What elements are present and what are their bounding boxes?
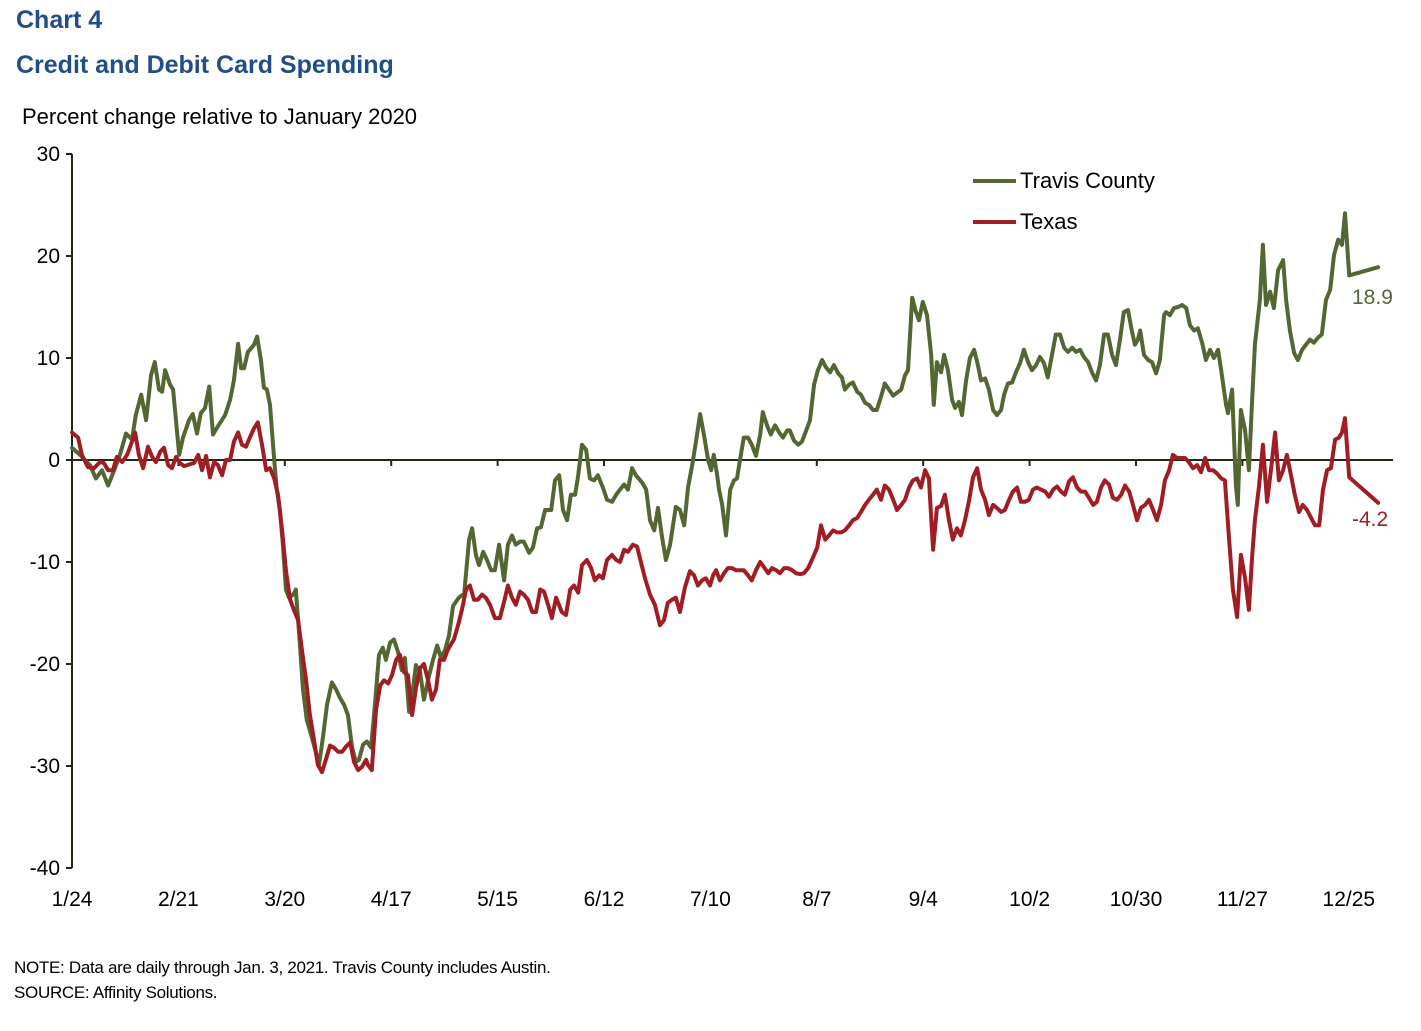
series-line-texas — [70, 416, 1381, 775]
x-tick-label: 9/4 — [909, 888, 939, 911]
y-tick-label: 30 — [37, 143, 60, 166]
y-tick-label: -10 — [30, 551, 60, 574]
legend-label-travis-county: Travis County — [1020, 168, 1155, 193]
series-line-travis-county — [70, 211, 1381, 767]
y-axis: 30 20 10 0 -10 -20 -30 -40 — [30, 143, 73, 880]
footnote: NOTE: Data are daily through Jan. 3, 202… — [14, 955, 551, 1005]
x-tick-label: 4/17 — [371, 888, 412, 911]
y-tick-label: 0 — [48, 449, 60, 472]
x-tick-label: 3/20 — [264, 888, 305, 911]
y-tick-label: 10 — [37, 347, 60, 370]
end-label-travis-county: 18.9 — [1352, 286, 1393, 309]
x-tick-label: 12/25 — [1323, 888, 1376, 911]
end-label-texas: -4.2 — [1352, 508, 1388, 531]
y-tick-label: -40 — [30, 857, 60, 880]
legend-label-texas: Texas — [1020, 209, 1077, 234]
source-text: SOURCE: Affinity Solutions. — [14, 983, 218, 1002]
x-tick-label: 10/2 — [1009, 888, 1050, 911]
y-tick-label: 20 — [37, 245, 60, 268]
x-tick-label: 11/27 — [1217, 888, 1268, 911]
x-tick-label: 10/30 — [1110, 888, 1163, 911]
x-tick-label: 7/10 — [690, 888, 731, 911]
chart-number: Chart 4 — [16, 6, 103, 34]
series-layer — [70, 211, 1381, 775]
x-tick-label: 5/15 — [477, 888, 518, 911]
x-axis: 1/24 2/21 3/20 4/17 5/15 6/12 7/10 8/7 9/4 10/2 10… — [52, 459, 1393, 911]
chart-title: Credit and Debit Card Spending — [16, 51, 394, 79]
legend: Travis County Texas — [973, 168, 1155, 234]
x-tick-label: 1/24 — [52, 888, 93, 911]
y-tick-label: -20 — [30, 653, 60, 676]
y-axis-label: Percent change relative to January 2020 — [22, 104, 418, 129]
note-text: NOTE: Data are daily through Jan. 3, 202… — [14, 958, 551, 977]
x-tick-label: 8/7 — [802, 888, 831, 911]
x-tick-label: 6/12 — [584, 888, 625, 911]
y-tick-label: -30 — [30, 755, 60, 778]
x-tick-label: 2/21 — [158, 888, 199, 911]
